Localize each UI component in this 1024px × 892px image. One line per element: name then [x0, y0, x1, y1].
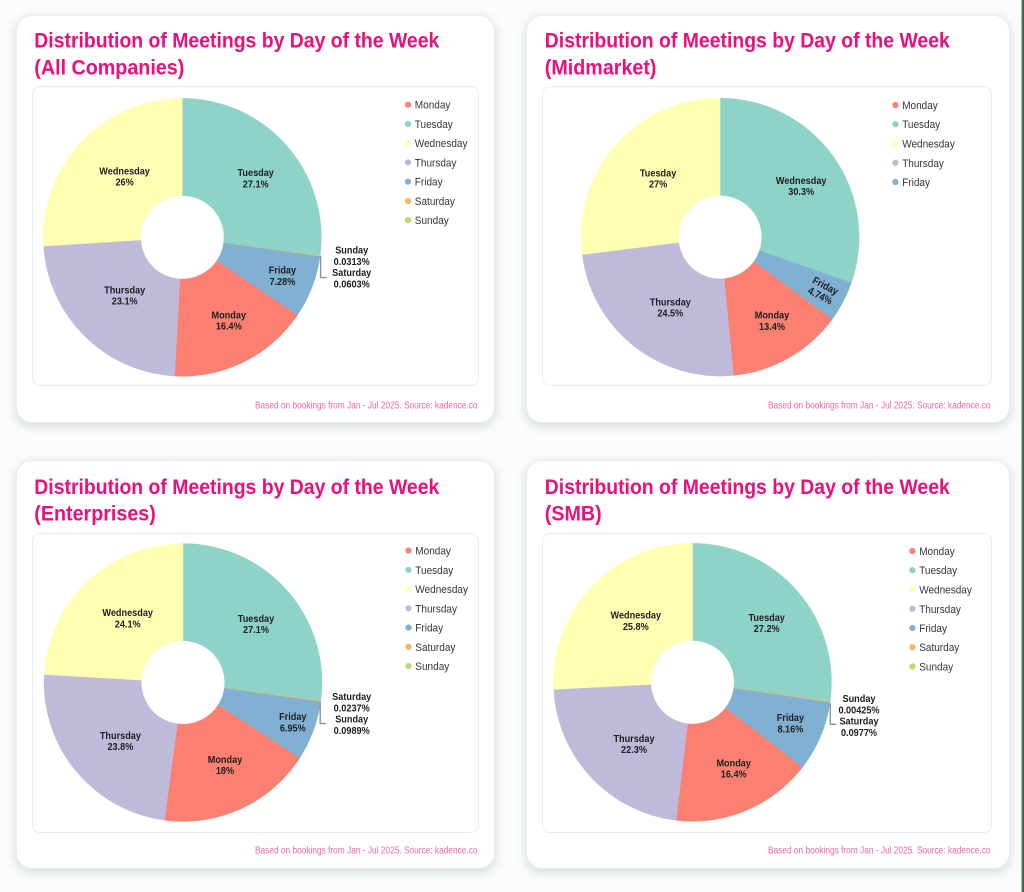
svg-text:Sunday: Sunday	[415, 661, 449, 673]
svg-text:Wednesday: Wednesday	[611, 610, 662, 622]
svg-text:0.0977%: 0.0977%	[841, 727, 878, 739]
svg-text:27.2%: 27.2%	[754, 623, 780, 635]
svg-text:24.5%: 24.5%	[657, 308, 683, 320]
svg-text:Thursday: Thursday	[100, 730, 141, 742]
svg-text:Sunday: Sunday	[335, 714, 368, 726]
svg-text:Wednesday: Wednesday	[415, 584, 468, 596]
svg-text:Wednesday: Wednesday	[415, 138, 468, 150]
svg-text:Thursday: Thursday	[902, 158, 944, 170]
svg-text:23.8%: 23.8%	[107, 741, 133, 753]
svg-text:(All Companies): (All Companies)	[34, 55, 184, 79]
svg-text:Saturday: Saturday	[332, 691, 371, 703]
svg-text:Thursday: Thursday	[104, 285, 145, 297]
svg-text:Monday: Monday	[919, 546, 955, 558]
svg-text:Thursday: Thursday	[415, 603, 457, 615]
svg-text:Tuesday: Tuesday	[415, 565, 453, 577]
svg-text:Friday: Friday	[415, 623, 443, 635]
svg-text:Sunday: Sunday	[919, 662, 953, 674]
svg-text:Friday: Friday	[902, 177, 930, 189]
svg-text:30.3%: 30.3%	[788, 186, 814, 198]
svg-text:Tuesday: Tuesday	[749, 612, 786, 624]
svg-text:Wednesday: Wednesday	[102, 607, 153, 619]
svg-text:(SMB): (SMB)	[545, 502, 602, 526]
svg-text:Sunday: Sunday	[415, 215, 449, 227]
svg-text:Monday: Monday	[212, 310, 247, 322]
svg-text:Friday: Friday	[919, 623, 947, 635]
svg-text:13.4%: 13.4%	[759, 321, 785, 333]
svg-text:Friday: Friday	[269, 265, 297, 277]
svg-text:16.4%: 16.4%	[216, 321, 242, 333]
svg-text:0.00425%: 0.00425%	[838, 704, 880, 716]
svg-text:Based on bookings from Jan - J: Based on bookings from Jan - Jul 2025. S…	[255, 846, 478, 857]
svg-text:Tuesday: Tuesday	[238, 613, 275, 625]
svg-text:Tuesday: Tuesday	[919, 565, 957, 577]
svg-text:Friday: Friday	[279, 711, 307, 723]
svg-text:Distribution of Meetings by Da: Distribution of Meetings by Day of the W…	[545, 475, 950, 499]
svg-text:Saturday: Saturday	[415, 642, 456, 654]
svg-text:Monday: Monday	[415, 546, 451, 558]
svg-text:Saturday: Saturday	[415, 196, 456, 208]
svg-text:25.8%: 25.8%	[623, 621, 649, 633]
svg-text:Based on bookings from Jan - J: Based on bookings from Jan - Jul 2025. S…	[768, 846, 991, 857]
svg-text:27.1%: 27.1%	[243, 624, 269, 636]
svg-text:23.1%: 23.1%	[112, 296, 138, 308]
svg-text:Wednesday: Wednesday	[99, 165, 150, 177]
svg-text:Friday: Friday	[777, 712, 805, 724]
svg-text:Thursday: Thursday	[415, 157, 457, 169]
svg-text:6.95%: 6.95%	[280, 722, 306, 734]
svg-text:Tuesday: Tuesday	[640, 167, 677, 179]
svg-text:0.0237%: 0.0237%	[334, 702, 371, 714]
svg-text:0.0313%: 0.0313%	[334, 256, 371, 268]
svg-text:0.0603%: 0.0603%	[334, 278, 371, 290]
svg-text:Monday: Monday	[208, 754, 243, 766]
svg-text:(Enterprises): (Enterprises)	[34, 502, 156, 526]
svg-text:Thursday: Thursday	[919, 604, 961, 616]
svg-text:26%: 26%	[115, 177, 134, 189]
svg-text:Sunday: Sunday	[335, 245, 368, 257]
svg-text:Distribution of Meetings by Da: Distribution of Meetings by Day of the W…	[34, 28, 439, 52]
svg-text:22.3%: 22.3%	[621, 744, 647, 756]
svg-text:Based on bookings from Jan - J: Based on bookings from Jan - Jul 2025. S…	[255, 400, 478, 411]
svg-text:Saturday: Saturday	[919, 642, 960, 654]
svg-text:Based on bookings from Jan - J: Based on bookings from Jan - Jul 2025. S…	[768, 400, 991, 411]
svg-text:Tuesday: Tuesday	[238, 167, 275, 179]
svg-text:(Midmarket): (Midmarket)	[545, 55, 657, 79]
svg-text:Sunday: Sunday	[843, 693, 876, 705]
svg-text:0.0989%: 0.0989%	[334, 725, 371, 737]
svg-text:27%: 27%	[649, 179, 668, 191]
svg-text:Wednesday: Wednesday	[776, 175, 827, 187]
svg-text:Monday: Monday	[716, 757, 751, 769]
svg-text:Wednesday: Wednesday	[919, 585, 972, 597]
svg-text:Distribution of Meetings by Da: Distribution of Meetings by Day of the W…	[34, 475, 439, 499]
svg-text:16.4%: 16.4%	[721, 769, 747, 781]
svg-text:Tuesday: Tuesday	[415, 119, 453, 131]
svg-text:Thursday: Thursday	[650, 297, 691, 309]
svg-text:24.1%: 24.1%	[115, 618, 141, 630]
svg-text:Wednesday: Wednesday	[902, 139, 955, 151]
svg-text:Monday: Monday	[755, 310, 790, 322]
svg-text:8.16%: 8.16%	[777, 723, 803, 735]
svg-text:Monday: Monday	[415, 100, 451, 112]
svg-text:Thursday: Thursday	[613, 733, 654, 745]
svg-text:Saturday: Saturday	[839, 716, 878, 728]
svg-text:Distribution of Meetings by Da: Distribution of Meetings by Day of the W…	[545, 28, 950, 52]
svg-text:Saturday: Saturday	[332, 267, 371, 279]
svg-text:18%: 18%	[216, 765, 235, 777]
svg-text:Tuesday: Tuesday	[902, 119, 940, 131]
svg-text:7.28%: 7.28%	[269, 276, 295, 288]
svg-text:27.1%: 27.1%	[243, 178, 269, 190]
svg-text:Friday: Friday	[415, 177, 443, 189]
svg-text:Monday: Monday	[902, 100, 938, 112]
